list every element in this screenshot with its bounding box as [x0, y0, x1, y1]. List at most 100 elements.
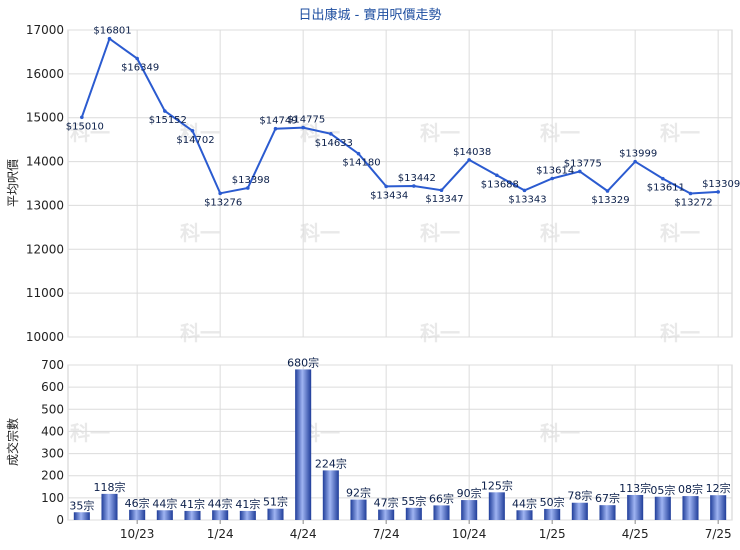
x-tick-label: 4/25 [622, 527, 649, 541]
price-point-label: $13276 [204, 197, 242, 208]
watermark: 科一 [70, 421, 110, 445]
price-point-label: $14038 [453, 147, 491, 158]
price-point-label: $13775 [564, 158, 602, 169]
volume-y-tick-label: 400 [41, 424, 64, 438]
x-tick-label: 10/24 [452, 527, 487, 541]
volume-bar [156, 510, 173, 520]
volume-bar-label: 12宗 [706, 481, 731, 495]
price-point [356, 151, 361, 156]
watermark: 科一 [70, 121, 110, 145]
volume-bar [212, 510, 229, 520]
volume-bars [73, 369, 727, 520]
price-point [329, 132, 333, 136]
price-point-label: $13343 [508, 194, 546, 205]
x-tick-label: 1/24 [207, 527, 234, 541]
price-point [163, 109, 167, 113]
volume-bar [322, 470, 339, 520]
price-point [273, 126, 278, 131]
volume-bar [571, 502, 588, 520]
volume-bar-label: 41宗 [235, 497, 260, 511]
price-point [80, 115, 84, 120]
x-tick-label: 4/24 [290, 527, 317, 541]
x-tick-label: 10/23 [120, 527, 155, 541]
price-point [218, 191, 222, 196]
watermark: 科一 [180, 121, 220, 145]
volume-bar [599, 505, 616, 520]
price-point [550, 176, 554, 181]
volume-bar-label: 55宗 [401, 494, 426, 508]
watermark: 科一 [420, 221, 460, 245]
volume-bar [433, 505, 450, 520]
volume-bar [73, 512, 90, 520]
volume-bar-label: 113宗 [619, 481, 651, 495]
volume-bar [378, 509, 395, 520]
price-y-tick-label: 10000 [26, 330, 64, 344]
price-point-label: $13442 [398, 173, 436, 184]
price-point-label: $15152 [149, 115, 187, 126]
price-point [688, 191, 693, 196]
price-point [522, 188, 527, 193]
price-point [716, 190, 720, 194]
price-grid [68, 29, 732, 338]
volume-bar-label: 35宗 [69, 498, 94, 512]
volume-bar [405, 507, 422, 520]
volume-y-tick-label: 700 [41, 358, 64, 372]
watermark: 科一 [660, 221, 700, 245]
price-point-labels: $15010 $16801 $16349 $15152 $14702 $13276 $133… [66, 26, 740, 209]
volume-bar-label: 118宗 [94, 480, 126, 494]
price-point-label: $13329 [591, 195, 629, 206]
price-point [190, 128, 195, 133]
price-point-label: $13398 [232, 175, 270, 186]
price-point [412, 184, 416, 188]
price-point [605, 189, 610, 193]
volume-bar [461, 500, 478, 520]
price-point-label: $13347 [425, 194, 463, 205]
price-y-ticks: 10000 11000 12000 13000 14000 15000 16000 17000 [26, 23, 64, 344]
price-y-tick-label: 15000 [26, 111, 64, 125]
price-point-label: $14633 [315, 138, 353, 149]
watermark: 科一 [660, 121, 700, 145]
watermark: 科一 [420, 321, 460, 345]
price-point [246, 186, 250, 190]
price-point [384, 184, 388, 189]
volume-bar-label: 125宗 [481, 478, 513, 492]
volume-bar-label: 41宗 [180, 497, 205, 511]
volume-bar [350, 499, 367, 520]
price-point-label: $13611 [647, 183, 685, 194]
x-tick-label: 7/24 [373, 527, 400, 541]
watermark: 科一 [540, 421, 580, 445]
price-point [661, 176, 665, 181]
volume-bar [295, 369, 312, 520]
price-y-tick-label: 12000 [26, 242, 64, 256]
price-series-line [80, 37, 719, 195]
price-point-label: $13614 [536, 166, 574, 177]
volume-y-axis-label: 成交宗數 [5, 418, 20, 466]
volume-bar-label: 224宗 [315, 456, 347, 470]
watermark: 科一 [420, 121, 460, 145]
volume-bar [239, 510, 256, 520]
volume-bar [654, 496, 671, 520]
x-axis-ticks: 10/23 1/24 4/24 7/24 10/24 1/25 4/25 7/25 [120, 520, 732, 541]
volume-bar [710, 495, 727, 520]
price-point [107, 36, 112, 41]
x-tick-label: 1/25 [539, 527, 566, 541]
x-tick-label: 7/25 [705, 527, 732, 541]
volume-y-tick-label: 0 [56, 513, 64, 527]
price-point [578, 169, 582, 174]
price-point [633, 159, 637, 164]
volume-bar-label: 50宗 [540, 495, 565, 509]
volume-bar [184, 510, 201, 520]
price-y-tick-label: 14000 [26, 155, 64, 169]
price-point-label: $13434 [370, 190, 408, 201]
price-point [495, 173, 499, 178]
volume-y-tick-label: 300 [41, 447, 64, 461]
volume-bar [544, 508, 561, 520]
price-point [439, 188, 444, 193]
watermark: 科一 [660, 321, 700, 345]
price-point-label: $14749 [259, 116, 297, 127]
volume-bar-label: 680宗 [287, 355, 319, 369]
